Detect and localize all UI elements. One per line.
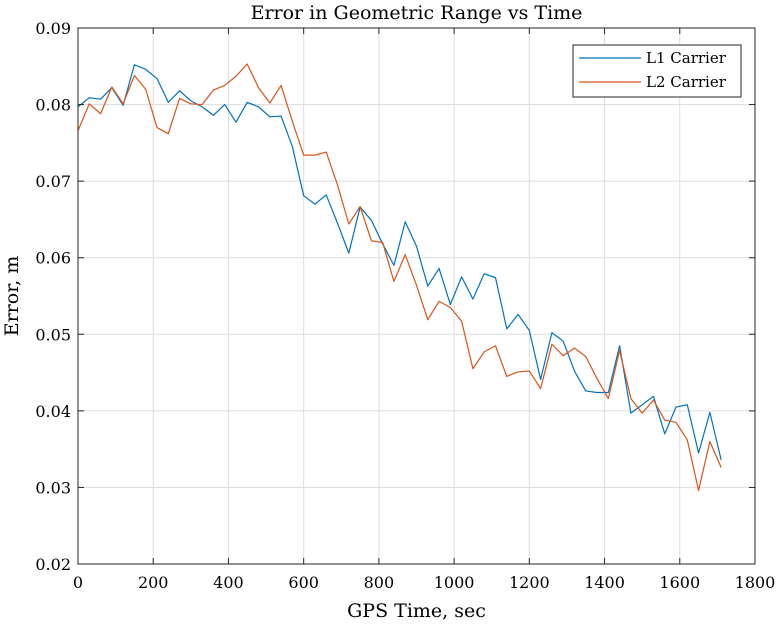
plot-area xyxy=(78,28,755,564)
y-tick-label: 0.03 xyxy=(35,478,71,497)
legend: L1 Carrier L2 Carrier xyxy=(572,44,742,98)
tick-labels: 0 200 400 600 800 1000 1200 1400 1600 1800 0.02 0.0… xyxy=(35,19,775,592)
y-tick-label: 0.06 xyxy=(35,249,71,268)
y-axis-label: Error, m xyxy=(1,256,23,337)
legend-box xyxy=(572,44,742,98)
y-tick-label: 0.07 xyxy=(35,172,71,191)
legend-label-l2: L2 Carrier xyxy=(646,73,727,91)
chart-title: Error in Geometric Range vs Time xyxy=(251,2,583,24)
series-line-l1-carrier xyxy=(77,64,722,460)
x-tick-label: 1600 xyxy=(659,573,700,592)
y-tick-label: 0.05 xyxy=(35,325,71,344)
y-tick-label: 0.04 xyxy=(35,402,71,421)
grid-lines xyxy=(78,28,755,564)
legend-label-l1: L1 Carrier xyxy=(646,49,727,67)
x-tick-label: 800 xyxy=(364,573,395,592)
x-tick-label: 1400 xyxy=(584,573,625,592)
x-tick-label: 0 xyxy=(73,573,83,592)
series-line-l2-carrier xyxy=(77,63,722,492)
x-tick-label: 1000 xyxy=(434,573,475,592)
series-lines xyxy=(77,63,722,492)
x-tick-label: 200 xyxy=(138,573,169,592)
x-axis-label: GPS Time, sec xyxy=(347,600,486,622)
x-tick-label: 600 xyxy=(288,573,319,592)
tick-marks xyxy=(77,27,756,565)
x-tick-label: 400 xyxy=(213,573,244,592)
x-tick-label: 1200 xyxy=(509,573,550,592)
y-tick-label: 0.08 xyxy=(35,96,71,115)
y-tick-label: 0.09 xyxy=(35,19,71,38)
x-tick-label: 1800 xyxy=(735,573,776,592)
plot-frame xyxy=(77,27,756,565)
y-tick-label: 0.02 xyxy=(35,555,71,574)
